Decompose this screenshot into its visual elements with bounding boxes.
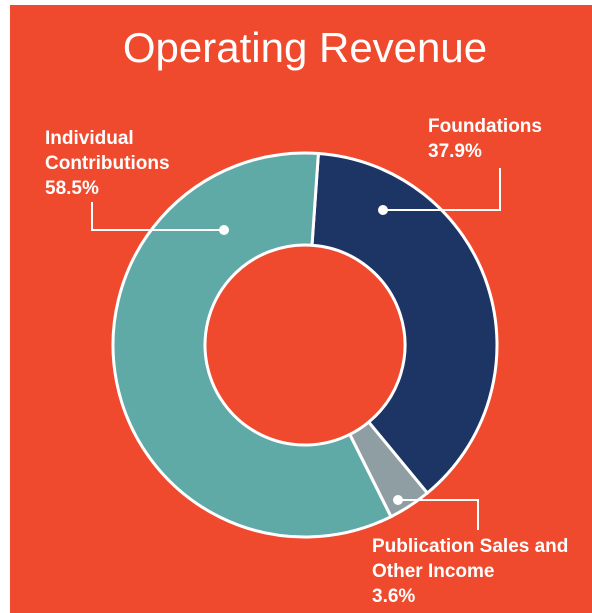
- slice-label: Foundations: [428, 116, 542, 137]
- leader-dot: [219, 225, 229, 235]
- label-line: Contributions: [45, 153, 170, 174]
- leader-line: [91, 202, 224, 231]
- slice: [310, 151, 499, 496]
- leader-dot: [393, 495, 403, 505]
- chart-title: Operating Revenue: [123, 24, 487, 71]
- leader-dot: [378, 205, 388, 215]
- label-line: Publication Sales and: [372, 536, 568, 557]
- value-label: 37.9%: [428, 141, 482, 162]
- slice-label: Publication Sales and Other Income: [372, 536, 568, 582]
- value-label: 3.6%: [372, 586, 415, 607]
- leader-line: [383, 168, 501, 211]
- leader-line: [398, 499, 479, 530]
- label-line: Individual: [45, 128, 134, 149]
- slice-label: Individual Contributions: [45, 128, 170, 174]
- slice: [111, 151, 393, 539]
- label-line: Other Income: [372, 561, 494, 582]
- value-label: 58.5%: [45, 178, 99, 199]
- label-line: Foundations: [428, 116, 542, 137]
